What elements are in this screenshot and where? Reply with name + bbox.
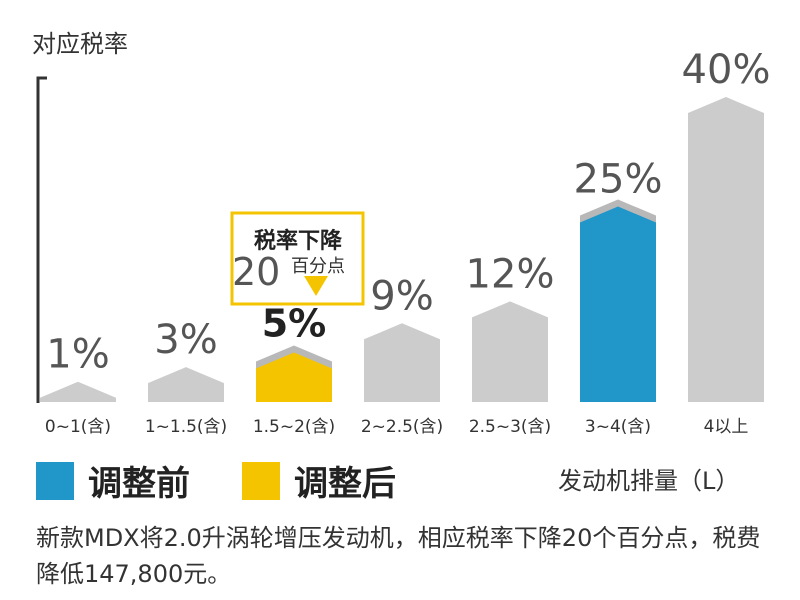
x-tick-label-2: 1.5~2(含): [253, 417, 335, 437]
bar-0: [40, 381, 116, 402]
value-label-3: 9%: [370, 273, 433, 319]
annotation-big-number: 20: [232, 250, 280, 294]
legend-swatch-after: [242, 461, 280, 500]
bar-1: [148, 367, 224, 402]
annotation-down-arrow-icon: [304, 276, 328, 296]
bar-5: [580, 206, 656, 402]
value-label-4: 12%: [466, 251, 555, 297]
value-label-2: 5%: [262, 302, 327, 346]
legend-label-before: 调整前: [88, 464, 190, 504]
x-axis-unit-label: 发动机排量（L）: [558, 467, 740, 495]
x-tick-label-6: 4以上: [704, 417, 749, 437]
value-label-6: 40%: [682, 47, 771, 93]
labels-layer: 1% 0~1(含) 3% 1~1.5(含) 5% 1.5~2(含) 9% 2~2.5(含) 12…: [45, 47, 771, 437]
x-tick-label-5: 3~4(含): [585, 417, 651, 437]
legend-swatch-before: [36, 461, 74, 500]
x-tick-label-3: 2~2.5(含): [361, 417, 443, 437]
bar-4: [472, 301, 548, 402]
caption-text: 新款MDX将2.0升涡轮增压发动机，相应税率下降20个百分点，税费降低147,8…: [36, 524, 761, 588]
annotation-box: [230, 211, 365, 306]
legend-label-after: 调整后: [294, 464, 396, 504]
x-tick-label-1: 1~1.5(含): [145, 417, 227, 437]
x-tick-label-4: 2.5~3(含): [469, 417, 551, 437]
bar-2: [256, 352, 332, 402]
y-axis-line: [36, 76, 47, 403]
value-label-1: 3%: [154, 317, 217, 363]
bar-6: [688, 97, 764, 402]
bar-3: [364, 323, 440, 402]
legend-item-before: 调整前: [36, 456, 190, 505]
y-axis-label: 对应税率: [32, 30, 128, 58]
value-label-0: 1%: [46, 332, 109, 378]
annotation-callout: 20 税率下降 百分点: [230, 211, 365, 306]
x-tick-label-0: 0~1(含): [45, 417, 111, 437]
annotation-title: 税率下降: [254, 228, 343, 254]
annotation-small-text: 百分点: [291, 256, 345, 277]
value-label-5: 25%: [574, 157, 663, 203]
bars-layer: [40, 97, 764, 402]
legend-item-after: 调整后: [242, 456, 396, 505]
axis-layer: 对应税率: [32, 30, 128, 403]
